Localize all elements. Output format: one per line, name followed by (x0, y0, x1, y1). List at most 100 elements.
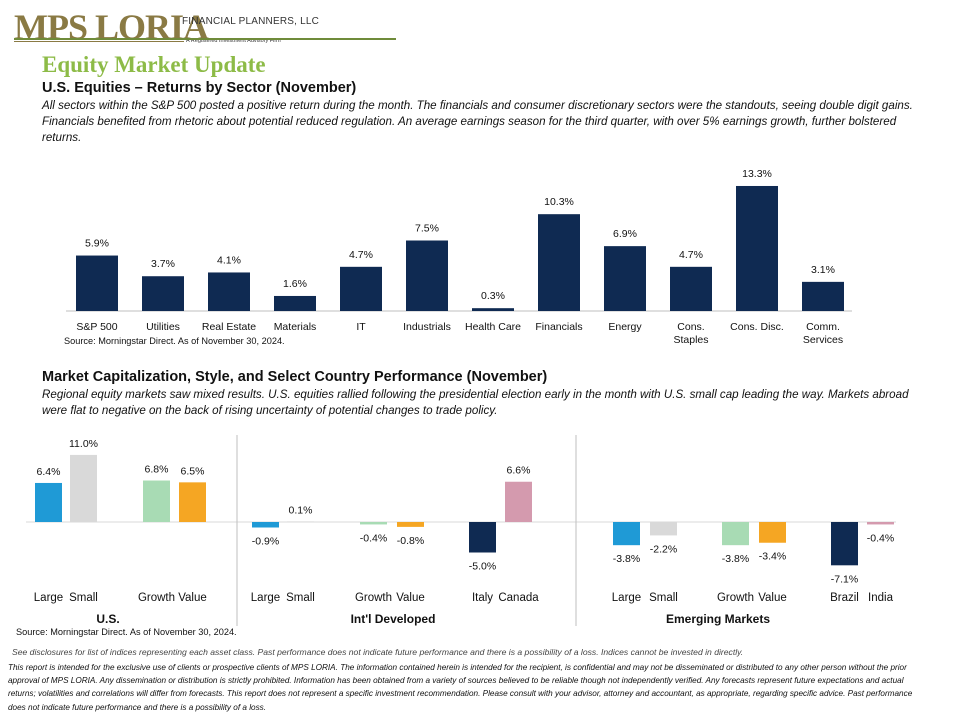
logo-tagline: FINANCIAL PLANNERS, LLC (182, 16, 320, 27)
market-category-label: Small (286, 592, 315, 604)
sector-value-label: 10.3% (544, 196, 574, 208)
sector-returns-chart: 5.9% S&P 500 3.7% Utilities 4.1% Real Estate 1… (66, 168, 852, 346)
disclosure-line: See disclosures for list of indices repr… (12, 647, 744, 657)
market-category-label: Large (34, 592, 63, 604)
page-title: Equity Market Update (42, 52, 266, 77)
market-bar (759, 522, 786, 543)
disclosure-body: This report is intended for the exclusiv… (8, 663, 913, 712)
sector-category-label: Financials (535, 321, 582, 333)
market-bar (469, 522, 496, 553)
sector-bar (670, 266, 712, 311)
market-group-label: U.S. (96, 612, 119, 626)
sector-paragraph: All sectors within the S&P 500 posted a … (42, 99, 913, 144)
market-category-label: Small (69, 592, 98, 604)
market-category-label: Large (612, 592, 641, 604)
market-value-label: -0.4% (867, 532, 894, 544)
market-bar (287, 521, 314, 522)
market-category-label: Small (649, 592, 678, 604)
market-value-label: 6.4% (37, 466, 61, 478)
sector-category-label: Utilities (146, 321, 180, 333)
market-bar (397, 522, 424, 527)
logo-rule-secondary (14, 41, 184, 42)
market-category-label: Value (178, 592, 207, 604)
sector-bar (76, 255, 118, 311)
market-bar (867, 522, 894, 525)
market-bar (360, 522, 387, 525)
sector-value-label: 3.7% (151, 258, 175, 270)
market-group-label: Int'l Developed (351, 612, 436, 626)
market-value-label: -3.8% (722, 553, 749, 565)
market-cap-heading: Market Capitalization, Style, and Select… (42, 369, 548, 385)
sector-bar (274, 295, 316, 311)
market-value-label: -3.4% (759, 551, 786, 563)
market-category-label: Growth (717, 592, 754, 604)
sector-bar (472, 308, 514, 311)
market-category-label: Brazil (830, 592, 859, 604)
market-cap-source: Source: Morningstar Direct. As of Novemb… (16, 627, 237, 637)
market-value-label: 6.8% (145, 464, 169, 476)
sector-value-label: 4.7% (679, 249, 703, 261)
market-value-label: 11.0% (69, 438, 98, 450)
market-category-label: Italy (472, 592, 493, 604)
market-bar (650, 522, 677, 536)
market-bar (179, 482, 206, 522)
sector-category-label: Health Care (465, 321, 521, 333)
market-value-label: -0.8% (397, 535, 424, 547)
sector-category-label: Cons. Disc. (730, 321, 784, 333)
market-category-label: Canada (498, 592, 539, 604)
market-value-label: -2.2% (650, 543, 677, 555)
sector-value-label: 1.6% (283, 278, 307, 290)
sector-value-label: 7.5% (415, 223, 439, 235)
market-group-label: Emerging Markets (666, 612, 770, 626)
market-value-label: 6.6% (507, 465, 531, 477)
market-bar (252, 522, 279, 528)
sector-category-label: Energy (608, 321, 642, 333)
market-value-label: 6.5% (181, 465, 205, 477)
sector-value-label: 0.3% (481, 290, 505, 302)
market-bar (35, 482, 62, 522)
market-value-label: -3.8% (613, 553, 640, 565)
company-logo: MPS LORIA (14, 7, 209, 47)
sector-bar (208, 272, 250, 311)
market-bar (831, 522, 858, 566)
logo-rule (14, 38, 396, 40)
market-category-label: Growth (355, 592, 392, 604)
sector-value-label: 3.1% (811, 264, 835, 276)
market-value-label: -7.1% (831, 573, 858, 585)
sector-category-label: S&P 500 (76, 321, 117, 333)
market-bar (143, 480, 170, 522)
sector-bar (802, 281, 844, 311)
market-bar (722, 522, 749, 546)
sector-bar (736, 185, 778, 311)
sector-value-label: 5.9% (85, 238, 109, 250)
sector-category-label: Comm. Services (803, 321, 843, 346)
sector-value-label: 6.9% (613, 228, 637, 240)
sector-category-label: IT (356, 321, 366, 333)
sector-value-label: 13.3% (742, 168, 772, 180)
sector-bar (538, 214, 580, 311)
market-bar (613, 522, 640, 546)
market-cap-paragraph: Regional equity markets saw mixed result… (42, 388, 909, 417)
sector-bar (406, 240, 448, 311)
market-cap-chart: 6.4% Large 11.0% Small 6.8% Growth 6.5% Value U.… (26, 435, 896, 626)
sector-category-label: Industrials (403, 321, 451, 333)
sector-category-label: Real Estate (202, 321, 256, 333)
market-category-label: Large (251, 592, 280, 604)
logo-subtagline: A Registered Investment Advisory Firm (186, 38, 281, 44)
market-value-label: 0.1% (289, 504, 313, 516)
sector-source: Source: Morningstar Direct. As of Novemb… (64, 336, 285, 346)
sector-bar (604, 246, 646, 311)
market-category-label: Value (758, 592, 787, 604)
market-category-label: India (868, 592, 894, 604)
sector-category-label: Materials (274, 321, 317, 333)
market-bar (70, 454, 97, 522)
market-bar (505, 481, 532, 522)
sector-value-label: 4.1% (217, 254, 241, 266)
market-value-label: -0.4% (360, 532, 387, 544)
sector-bar (340, 266, 382, 311)
sector-bar (142, 276, 184, 311)
sector-category-label: Cons. Staples (673, 321, 708, 346)
market-value-label: -5.0% (469, 561, 496, 573)
market-category-label: Growth (138, 592, 175, 604)
market-value-label: -0.9% (252, 535, 279, 547)
